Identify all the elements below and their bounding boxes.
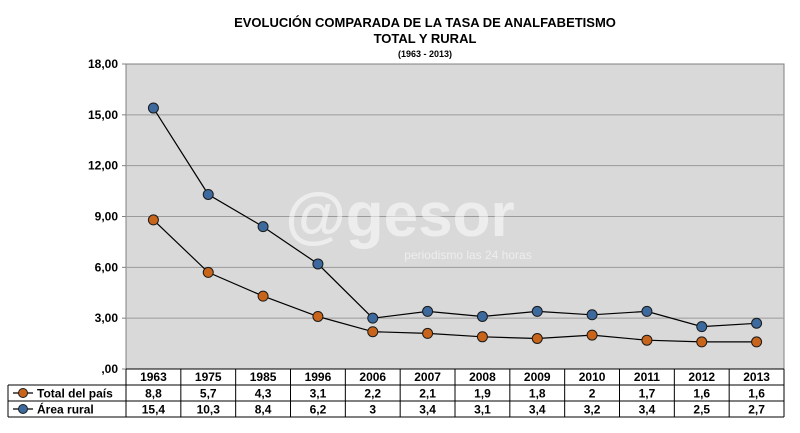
table-cell: 3,4	[639, 403, 656, 417]
data-point	[751, 317, 763, 329]
table-cell: 2,5	[693, 403, 710, 417]
data-point	[476, 310, 488, 322]
data-point	[696, 336, 708, 348]
data-point	[531, 333, 543, 344]
table-cell: 5,7	[200, 387, 217, 401]
data-point	[531, 305, 543, 317]
data-point	[422, 327, 434, 339]
y-tick-label: 12,00	[88, 159, 118, 173]
watermark-logo: @gesor	[285, 181, 514, 250]
x-category-label: 1985	[250, 370, 277, 384]
chart-title-line2: TOTAL Y RURAL	[374, 31, 477, 46]
table-cell: 3,1	[310, 387, 327, 401]
footer-partial-label: Mercosur	[294, 430, 358, 433]
table-cell: 2,7	[748, 403, 765, 417]
table-cell: 3,2	[584, 403, 601, 417]
gridlines	[126, 114, 784, 319]
legend-label: Total del país	[37, 387, 113, 401]
table-cell: 10,3	[197, 403, 221, 417]
x-category-label: 1963	[140, 370, 167, 384]
chart-subtitle: (1963 - 2013)	[398, 49, 452, 59]
x-category-label: 1996	[305, 370, 332, 384]
x-category-label: 2013	[743, 370, 770, 384]
table-cell: 1,7	[639, 387, 656, 401]
table-cell: 2	[589, 387, 596, 401]
x-category-label: 2006	[359, 370, 386, 384]
x-category-label: 2007	[414, 370, 441, 384]
data-point	[202, 266, 214, 278]
table-cell: 4,3	[255, 387, 272, 401]
data-point	[312, 310, 324, 322]
table-cell: 3,1	[474, 403, 491, 417]
data-point	[202, 188, 214, 200]
data-point	[367, 326, 379, 338]
x-category-label: 2010	[579, 370, 606, 384]
table-cell: 8,8	[145, 387, 162, 401]
series-line-0	[152, 219, 757, 343]
data-point	[367, 312, 379, 324]
table-row: Área rural 15,4 10,3 8,4 6,2 3 3,4 3,1 3,4 3,2 3,4…	[13, 402, 765, 417]
series-line-1	[152, 107, 757, 328]
table-cell: 1,6	[693, 387, 710, 401]
data-point	[586, 329, 598, 341]
y-tick-label: 6,00	[95, 260, 119, 274]
y-axis: 18,00 15,00 12,00 9,00 6,00 3,00 ,00	[88, 57, 126, 376]
y-tick-label: 3,00	[95, 311, 119, 325]
x-category-label: 2009	[524, 370, 551, 384]
data-point	[641, 305, 653, 317]
table-cell: 2,1	[419, 387, 436, 401]
watermark: @gesor periodismo las 24 horas	[285, 181, 531, 262]
y-tick-label: 9,00	[95, 210, 119, 224]
series-points	[147, 102, 763, 348]
x-category-label: 2011	[634, 370, 660, 384]
table-cell: 6,2	[310, 403, 327, 417]
table-cell: 3,4	[419, 403, 436, 417]
data-point	[696, 321, 708, 333]
footer-partial-label: Uruguay	[60, 430, 117, 433]
data-point	[751, 336, 763, 348]
x-category-label: 2008	[469, 370, 496, 384]
data-point	[422, 305, 434, 317]
data-point	[257, 290, 269, 302]
footer-partial-label: Sudamérica	[406, 430, 486, 433]
table-cell: 3,4	[529, 403, 546, 417]
data-point	[586, 309, 598, 321]
table-cell: 2,2	[364, 387, 381, 401]
data-point	[147, 214, 159, 226]
data-point	[257, 221, 269, 233]
watermark-tagline: periodismo las 24 horas	[404, 248, 531, 262]
x-category-label: 1975	[195, 370, 222, 384]
data-point	[147, 102, 159, 114]
data-point	[312, 258, 324, 270]
series-lines	[152, 107, 757, 343]
footer-partial: Uruguay Argentina Mercosur Sudamérica Mundo	[60, 430, 588, 433]
chart-title: EVOLUCIÓN COMPARADA DE LA TASA DE ANALFA…	[234, 15, 616, 30]
table-cell: 1,9	[474, 387, 491, 401]
footer-partial-label: Mundo	[542, 430, 588, 433]
legend-marker	[18, 388, 28, 398]
y-tick-label: 15,00	[88, 108, 118, 122]
y-tick-label: 18,00	[88, 57, 118, 71]
data-point	[476, 331, 488, 343]
footer-partial-label: Argentina	[167, 430, 233, 433]
data-table: 1963 1975 1985 1996 2006 2007 2008 2009 2010 2011…	[7, 368, 785, 418]
table-cell: 3	[369, 403, 376, 417]
table-cell: 15,4	[142, 403, 166, 417]
table-row: Total del país 8,8 5,7 4,3 3,1 2,2 2,1 1,9 1,8 2 1…	[13, 387, 765, 401]
table-cell: 1,6	[748, 387, 765, 401]
x-category-label: 2012	[688, 370, 715, 384]
y-tick-label: ,00	[101, 362, 118, 376]
data-point	[641, 334, 653, 346]
table-cell: 8,4	[255, 403, 272, 417]
table-cell: 1,8	[529, 387, 546, 401]
legend-label: Área rural	[37, 402, 94, 417]
legend-marker	[18, 404, 28, 414]
